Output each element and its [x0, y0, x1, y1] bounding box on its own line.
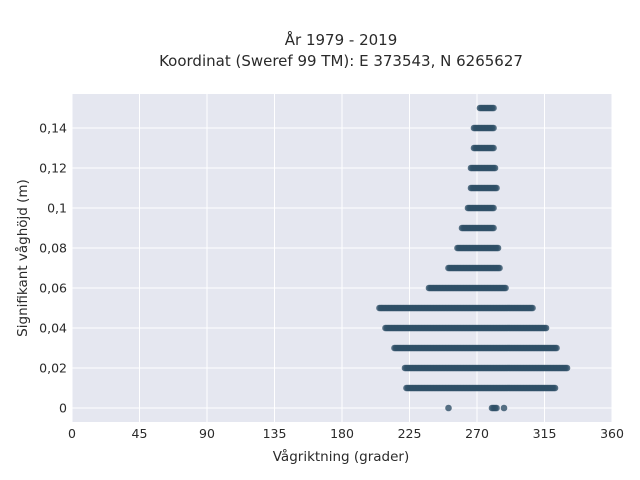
data-points: [376, 104, 571, 412]
y-axis-ticks: 0 0,02 0,04 0,06 0,08 0,1 0,12 0,14: [39, 121, 67, 416]
y-tick-label: 0,1: [47, 201, 67, 216]
y-tick-label: 0,14: [39, 121, 67, 136]
y-tick-label: 0,12: [39, 161, 67, 176]
scatter-point: [542, 324, 550, 332]
scatter-point: [493, 184, 500, 192]
scatter-point: [529, 304, 536, 312]
y-tick-label: 0,04: [39, 321, 67, 336]
chart-title-line-1: År 1979 - 2019: [285, 30, 398, 49]
x-tick-label: 90: [199, 426, 215, 441]
scatter-point: [490, 144, 497, 152]
scatter-point: [551, 384, 559, 392]
y-tick-label: 0: [59, 401, 67, 416]
scatter-point: [502, 284, 509, 292]
scatter-point: [493, 404, 500, 412]
scatter-point: [491, 164, 499, 172]
x-tick-label: 45: [132, 426, 148, 441]
scatter-point: [490, 204, 497, 212]
scatter-point: [496, 264, 503, 272]
scatter-point: [500, 404, 508, 412]
x-tick-label: 135: [263, 426, 287, 441]
scatter-point: [563, 364, 571, 372]
x-axis-ticks: 0 45 90 135 180 225 270 315 360: [68, 426, 624, 441]
y-axis-title: Signifikant våghöjd (m): [14, 179, 31, 337]
chart-title-line-2: Koordinat (Sweref 99 TM): E 373543, N 62…: [159, 52, 523, 70]
x-axis-title: Vågriktning (grader): [273, 448, 410, 465]
x-tick-label: 270: [465, 426, 489, 441]
x-tick-label: 225: [398, 426, 422, 441]
scatter-point: [490, 104, 497, 112]
scatter-point: [490, 224, 497, 232]
scatter-point: [490, 124, 497, 132]
x-tick-label: 315: [533, 426, 557, 441]
scatter-point: [553, 344, 560, 352]
y-tick-label: 0,06: [39, 281, 67, 296]
y-tick-label: 0,08: [39, 241, 67, 256]
x-tick-label: 360: [600, 426, 624, 441]
x-tick-label: 180: [330, 426, 354, 441]
y-tick-label: 0,02: [39, 361, 67, 376]
scatter-point: [494, 244, 502, 252]
scatter-point: [445, 404, 452, 412]
x-tick-label: 0: [68, 426, 76, 441]
